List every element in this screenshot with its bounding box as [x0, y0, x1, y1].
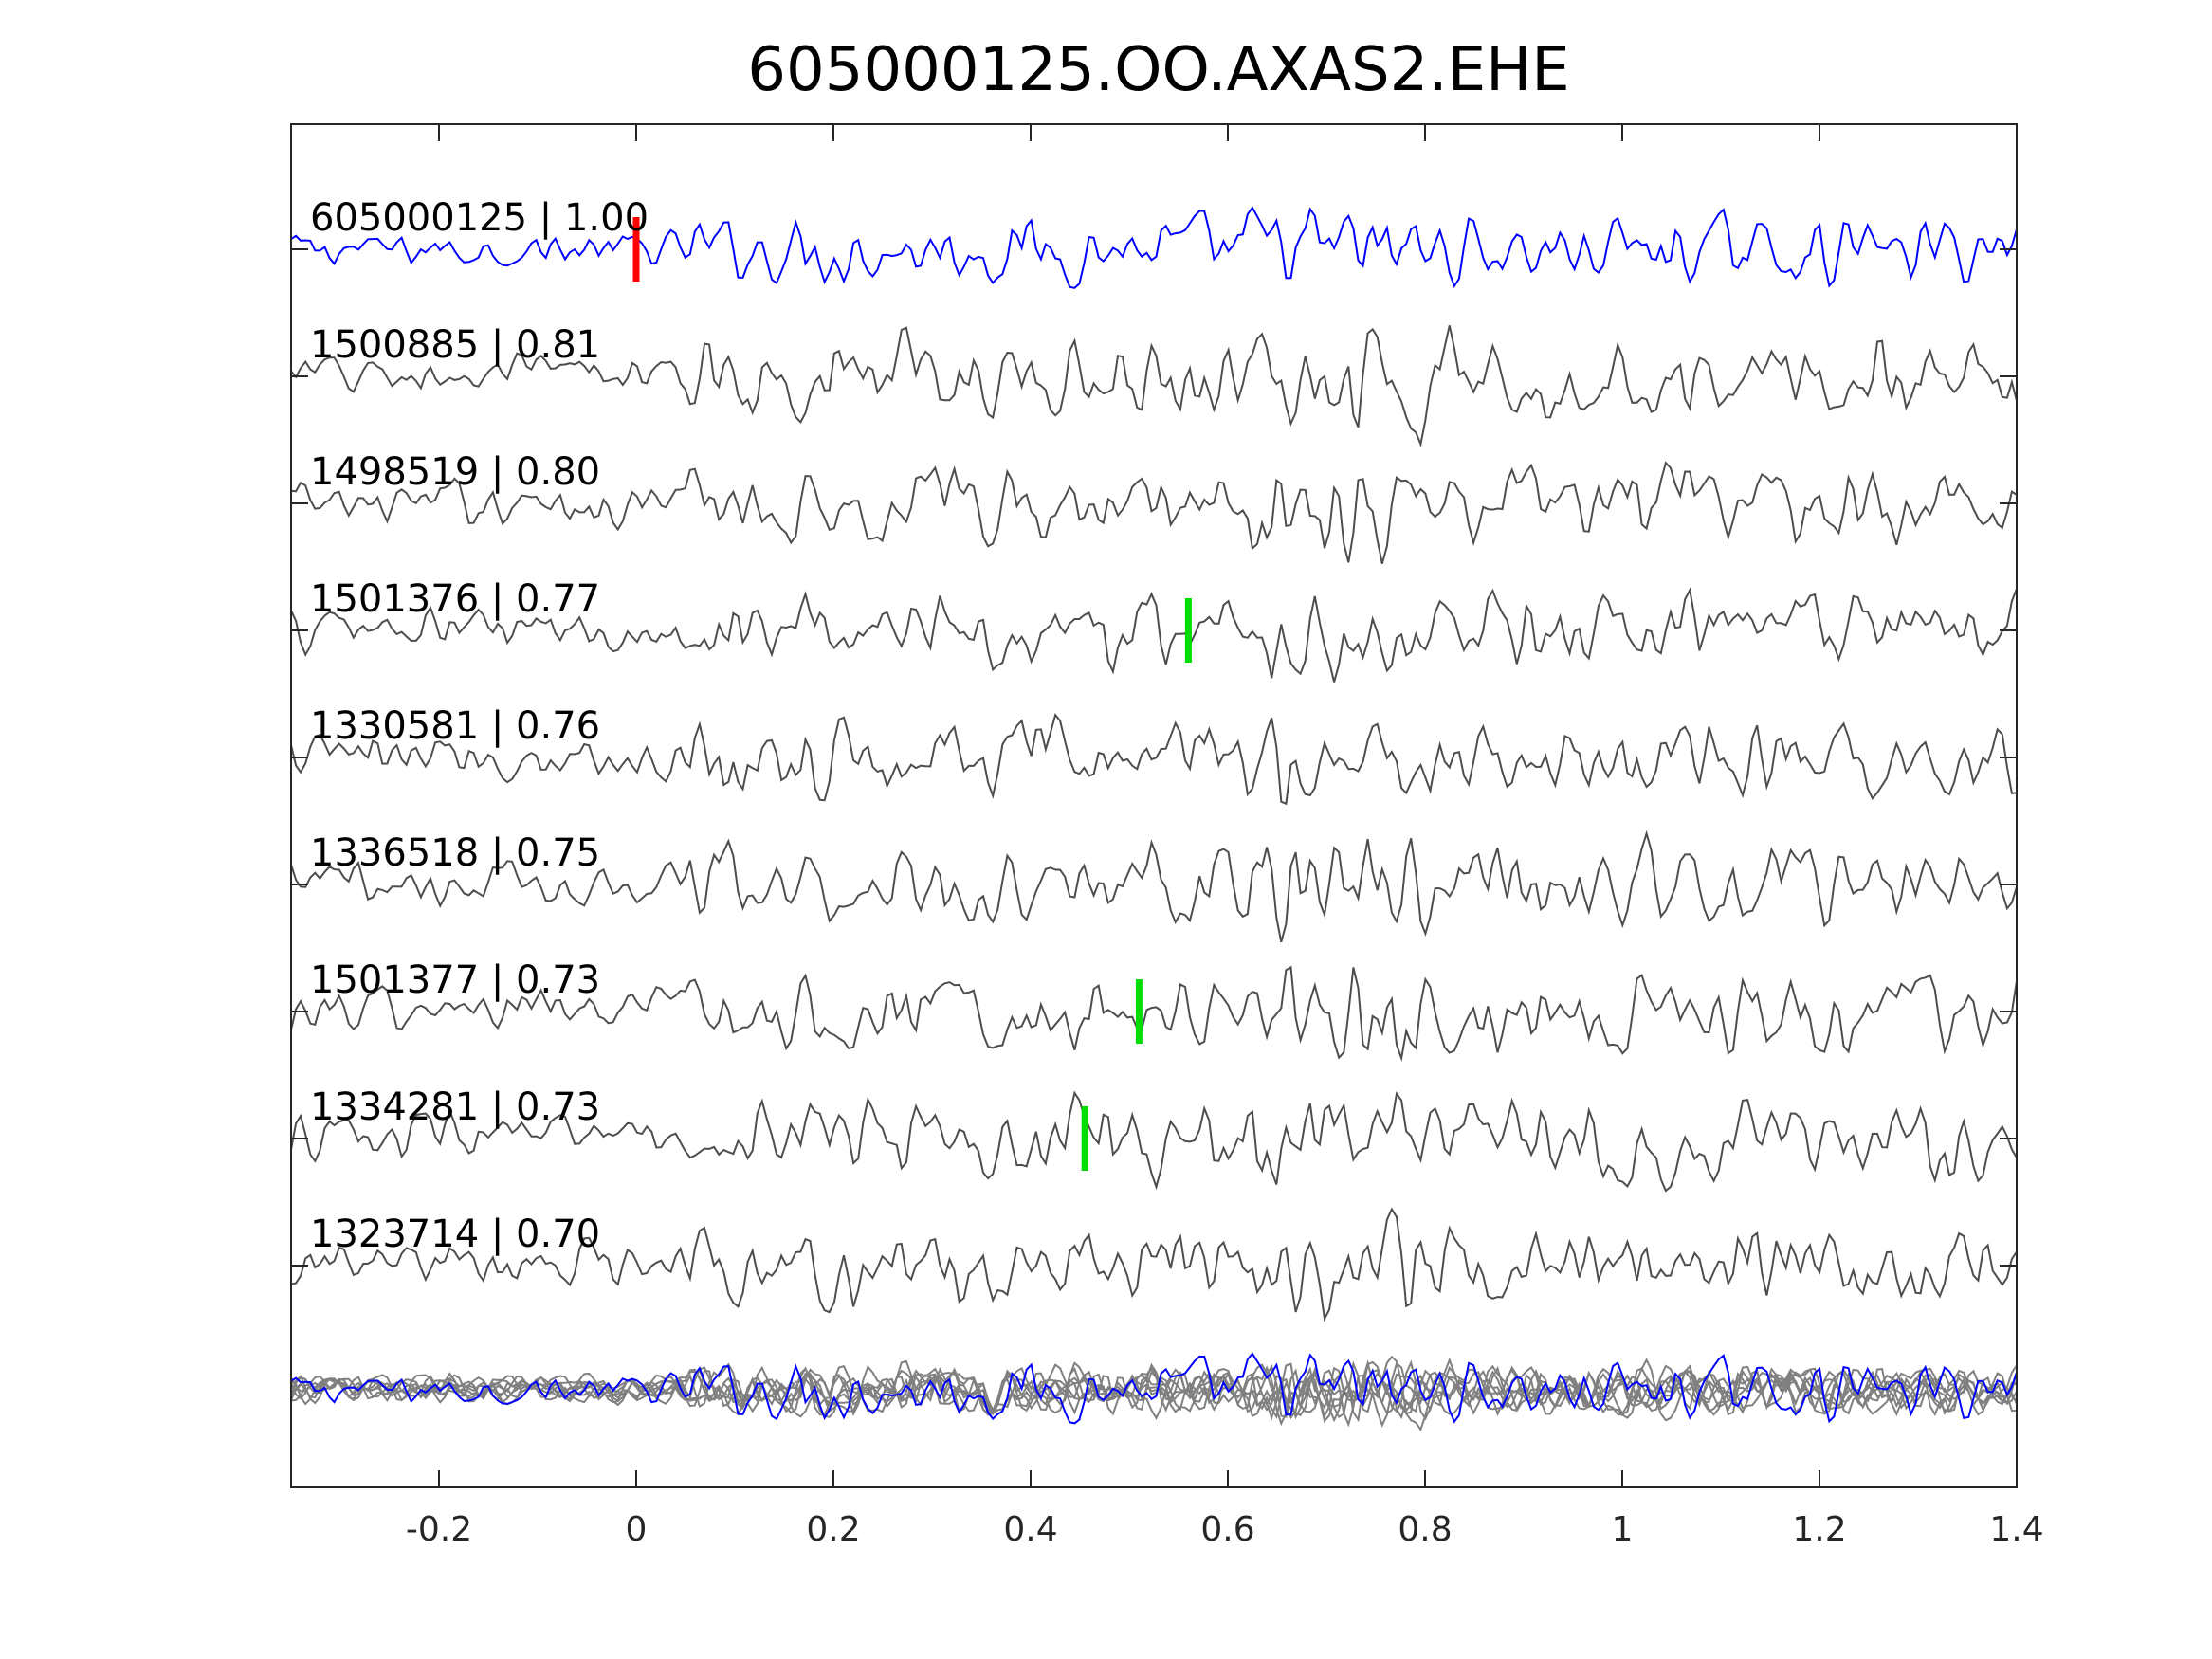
trace-label-6: 1501377 | 0.73	[310, 958, 600, 1002]
trace-line-1	[290, 325, 2018, 447]
x-tick-label-4: 0.6	[1200, 1510, 1254, 1549]
trace-label-7: 1334281 | 0.73	[310, 1085, 600, 1129]
trace-line-0	[290, 206, 2018, 289]
x-tick-label-8: 1.4	[1989, 1510, 2043, 1549]
overlay-line-6	[290, 1360, 2018, 1420]
trace-label-0: 605000125 | 1.00	[310, 196, 649, 240]
trace-line-2	[290, 461, 2018, 564]
trace-line-4	[290, 712, 2018, 806]
x-tick-label-1: 0	[626, 1510, 648, 1549]
trace-labels: 605000125 | 1.00 1500885 | 0.81 1498519 | …	[310, 196, 649, 1256]
x-tick-label-6: 1	[1612, 1510, 1634, 1549]
trace-label-8: 1323714 | 0.70	[310, 1212, 600, 1256]
x-tick-label-5: 0.8	[1398, 1510, 1452, 1549]
x-tick-label-3: 0.4	[1003, 1510, 1057, 1549]
trace-line-8	[290, 1207, 2018, 1322]
x-tick-label-7: 1.2	[1792, 1510, 1846, 1549]
pick-markers	[632, 217, 1192, 1171]
trace-label-2: 1498519 | 0.80	[310, 450, 600, 494]
trace-line-3	[290, 587, 2018, 683]
overlay-line-0	[290, 1352, 2018, 1425]
trace-line-5	[290, 830, 2018, 943]
overlay-line-8	[290, 1355, 2018, 1424]
x-axis: -0.2 0 0.2 0.4 0.6 0.8 1 1.2 1.4	[406, 124, 2044, 1549]
trace-line-6	[290, 965, 2018, 1063]
trace-label-1: 1500885 | 0.81	[310, 323, 600, 367]
x-tick-label-0: -0.2	[406, 1510, 472, 1549]
y-ticks	[291, 248, 2017, 1267]
trace-line-7	[290, 1090, 2018, 1193]
trace-label-3: 1501376 | 0.77	[310, 577, 600, 621]
x-tick-label-2: 0.2	[806, 1510, 860, 1549]
trace-group	[290, 206, 2018, 1322]
trace-label-5: 1336518 | 0.75	[310, 831, 600, 875]
overlay-line-5	[290, 1358, 2018, 1427]
axes-box	[290, 123, 2018, 1488]
chart-title: 605000125.OO.AXAS2.EHE	[747, 35, 1569, 105]
trace-label-4: 1330581 | 0.76	[310, 704, 600, 748]
overlay-line-4	[290, 1363, 2018, 1418]
overlay-stack	[290, 1352, 2018, 1432]
